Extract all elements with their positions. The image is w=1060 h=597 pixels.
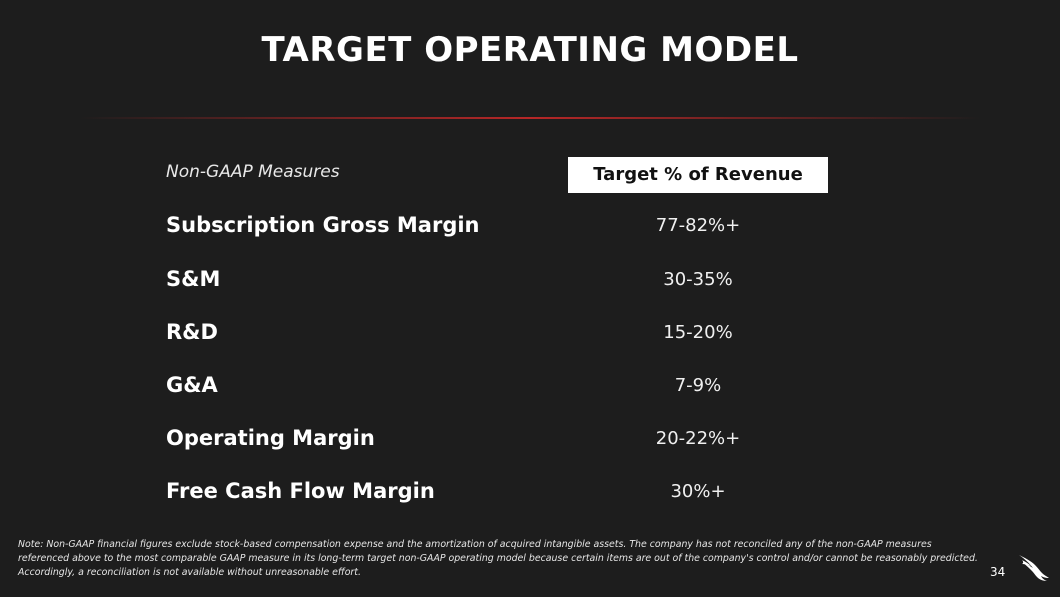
row-value: 30%+ (670, 481, 726, 502)
row-label: S&M (166, 267, 221, 291)
row-label: Free Cash Flow Margin (166, 479, 435, 503)
title-divider (80, 117, 980, 119)
row-label: Operating Margin (166, 426, 375, 450)
page-number: 34 (990, 565, 1006, 579)
row-value: 20-22%+ (655, 428, 741, 449)
row-value: 77-82%+ (655, 215, 741, 236)
row-value: 7-9% (674, 375, 722, 396)
row-label: R&D (166, 320, 218, 344)
row-label: G&A (166, 373, 218, 397)
table-row: Operating Margin 20-22%+ (166, 426, 866, 456)
row-label: Subscription Gross Margin (166, 213, 480, 237)
slide-title: TARGET OPERATING MODEL (261, 30, 799, 70)
measures-column-label: Non-GAAP Measures (166, 162, 340, 182)
table-row: G&A 7-9% (166, 373, 866, 403)
falcon-logo-icon (1018, 552, 1050, 582)
row-value: 15-20% (663, 322, 733, 343)
table-row: Subscription Gross Margin 77-82%+ (166, 213, 866, 243)
table-row: R&D 15-20% (166, 320, 866, 350)
table-row: S&M 30-35% (166, 267, 866, 297)
table-row: Free Cash Flow Margin 30%+ (166, 479, 866, 509)
row-value: 30-35% (663, 269, 733, 290)
target-column-header: Target % of Revenue (568, 157, 828, 193)
footnote: Note: Non-GAAP financial figures exclude… (18, 539, 978, 578)
